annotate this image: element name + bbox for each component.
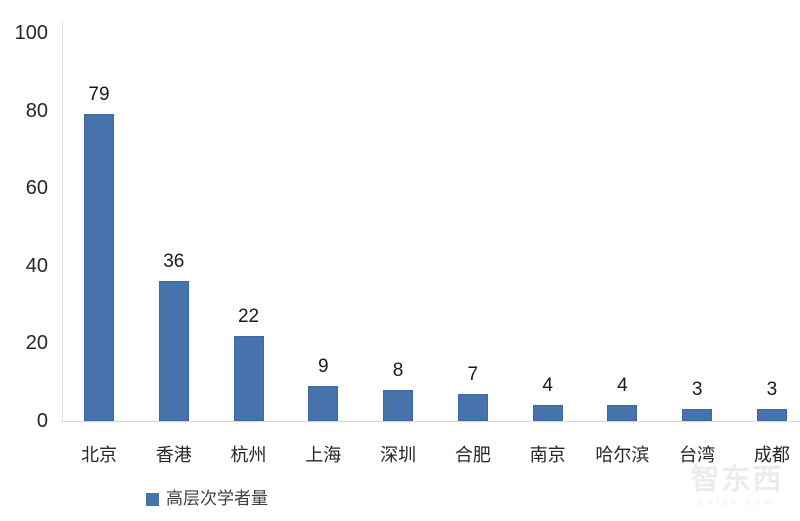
bar-成都 (756, 409, 787, 421)
bar-value-label: 8 (392, 359, 404, 381)
y-tick-label: 40 (25, 254, 48, 277)
bar-value-label: 4 (617, 375, 628, 397)
x-category-label: 南京 (529, 445, 566, 465)
x-category-label: 上海 (305, 445, 342, 465)
x-category-label: 北京 (81, 445, 117, 465)
y-tick-label: 20 (25, 332, 48, 355)
y-tick-label: 0 (36, 410, 48, 432)
bar-value-label: 3 (691, 379, 703, 401)
bar-北京 (84, 114, 114, 421)
bar-value-label: 36 (163, 251, 185, 273)
watermark: 智东西 zhidx.com (682, 464, 792, 508)
bar-value-label: 3 (766, 379, 778, 401)
bar-value-label: 9 (318, 356, 329, 378)
bar-value-label: 79 (88, 84, 110, 106)
legend-label: 高层次学者量 (166, 489, 268, 508)
bar-value-label: 22 (237, 305, 260, 327)
bar-上海 (308, 386, 339, 421)
bar-合肥 (457, 393, 488, 421)
y-tick-label: 80 (25, 99, 48, 122)
x-category-label: 杭州 (230, 445, 267, 465)
x-category-label: 哈尔滨 (595, 445, 650, 465)
bar-深圳 (383, 389, 414, 421)
y-tick-label: 60 (25, 177, 48, 200)
bar-哈尔滨 (607, 405, 638, 421)
bar-value-label: 7 (467, 363, 479, 385)
watermark-logo-text: 智东西 (690, 464, 784, 496)
bar-南京 (532, 405, 563, 421)
bar-台湾 (682, 409, 713, 421)
y-axis-line (62, 20, 63, 421)
x-category-label: 台湾 (679, 445, 716, 465)
bar-香港 (158, 281, 189, 421)
bar-杭州 (233, 335, 264, 421)
watermark-url-text: zhidx.com (698, 497, 776, 507)
x-category-label: 合肥 (454, 445, 491, 465)
x-category-label: 香港 (155, 445, 192, 465)
x-category-label: 成都 (753, 445, 790, 465)
y-tick-label: 100 (14, 22, 48, 44)
x-axis-line (62, 421, 800, 422)
legend: 高层次学者量 (146, 488, 268, 510)
bar-value-label: 4 (542, 375, 553, 397)
legend-swatch-icon (146, 492, 159, 506)
x-category-label: 深圳 (380, 445, 417, 465)
